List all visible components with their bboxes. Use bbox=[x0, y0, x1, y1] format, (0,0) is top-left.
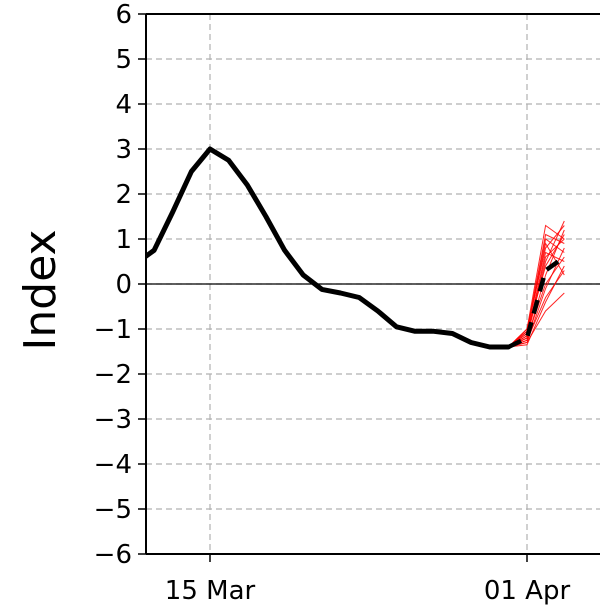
y-tick-label: −3 bbox=[94, 405, 132, 435]
y-tick-label: −4 bbox=[94, 450, 132, 480]
ensemble-member-line bbox=[508, 238, 565, 348]
y-tick-label: 5 bbox=[115, 45, 132, 75]
y-tick-label: −1 bbox=[94, 315, 132, 345]
y-tick-label: 3 bbox=[115, 135, 132, 165]
ensemble-mean-line bbox=[507, 255, 566, 350]
x-ticks: 15 Mar 01 Apr bbox=[165, 554, 571, 606]
x-tick-label: 15 Mar bbox=[165, 576, 256, 606]
series-lines bbox=[146, 146, 566, 350]
observed-line bbox=[146, 146, 511, 350]
y-tick-label: −6 bbox=[94, 540, 132, 570]
y-tick-label: 6 bbox=[115, 0, 132, 30]
y-tick-label: −5 bbox=[94, 495, 132, 525]
y-tick-label: 4 bbox=[115, 90, 132, 120]
y-tick-label: −2 bbox=[94, 360, 132, 390]
y-tick-label: 2 bbox=[115, 180, 132, 210]
y-tick-label: 0 bbox=[115, 270, 132, 300]
plot-area bbox=[146, 146, 566, 350]
ensemble-member-line bbox=[508, 225, 565, 348]
x-tick-label: 01 Apr bbox=[484, 576, 571, 606]
ensemble-lines bbox=[508, 220, 565, 348]
y-ticks: 6 5 4 3 2 1 0 −1 −2 −3 −4 −5 −6 bbox=[94, 0, 146, 570]
y-tick-label: 1 bbox=[115, 225, 132, 255]
y-axis-title: Index bbox=[15, 229, 66, 350]
